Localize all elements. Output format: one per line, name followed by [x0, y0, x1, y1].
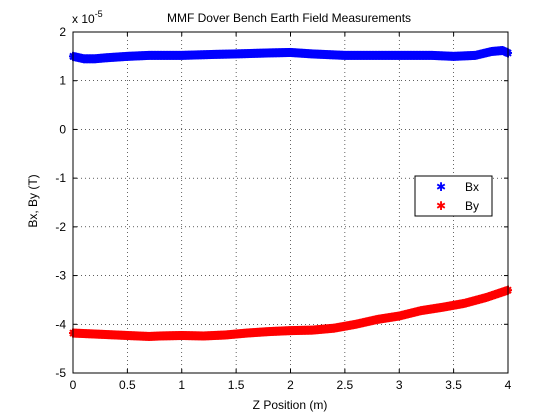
x-tick-label: 2.5 — [337, 378, 354, 392]
legend-label-bx: Bx — [465, 180, 479, 194]
x-tick-label: 2 — [287, 378, 294, 392]
x-tick-label: 4 — [505, 378, 512, 392]
x-tick-labels: 0 0.5 1 1.5 2 2.5 3 3.5 4 — [70, 378, 512, 392]
y-tick-label: 1 — [59, 74, 66, 88]
y-exponent-label: x 10-5 — [72, 9, 103, 26]
y-axis-label: Bx, By (T) — [26, 174, 40, 227]
legend-marker-bx: ✱ — [436, 180, 446, 194]
series-by — [69, 285, 512, 341]
y-tick-label: -5 — [55, 366, 66, 380]
x-tick-label: 3.5 — [445, 378, 462, 392]
legend-marker-by: ✱ — [436, 199, 446, 213]
grid — [73, 32, 508, 373]
x-tick-label: 1 — [178, 378, 185, 392]
y-tick-labels: 2 1 0 -1 -2 -3 -4 -5 — [55, 25, 66, 380]
legend-box — [414, 175, 493, 217]
y-exponent-base: x 10 — [72, 12, 95, 26]
x-tick-label: 0 — [70, 378, 77, 392]
y-exponent-power: -5 — [95, 9, 103, 19]
y-tick-label: -2 — [55, 220, 66, 234]
y-tick-label: 2 — [59, 25, 66, 39]
y-tick-label: -3 — [55, 269, 66, 283]
x-tick-label: 3 — [396, 378, 403, 392]
legend-label-by: By — [465, 199, 479, 213]
x-tick-label: 1.5 — [228, 378, 245, 392]
y-tick-label: 0 — [59, 122, 66, 136]
ticks — [72, 31, 509, 374]
x-tick-label: 0.5 — [119, 378, 136, 392]
legend: ✱ Bx ✱ By — [414, 175, 493, 217]
y-tick-label: -1 — [55, 171, 66, 185]
chart-title: MMF Dover Bench Earth Field Measurements — [167, 11, 411, 25]
series-bx — [69, 46, 512, 64]
y-tick-label: -4 — [55, 317, 66, 331]
series-layer — [69, 46, 512, 341]
x-axis-label: Z Position (m) — [253, 398, 328, 412]
